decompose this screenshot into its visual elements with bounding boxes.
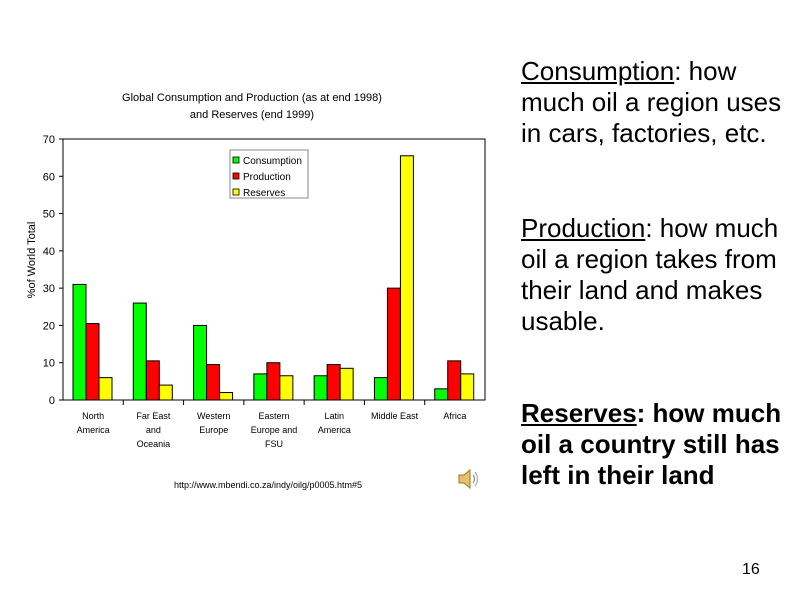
chart-title-line1: Global Consumption and Production (as at… xyxy=(122,92,382,104)
x-tick-label: Eastern xyxy=(258,411,289,421)
bar-production xyxy=(145,360,160,401)
x-tick-label: Middle East xyxy=(371,411,419,421)
reserves-note: Reserves: how much oil a country still h… xyxy=(521,398,786,491)
bar-reserves xyxy=(460,373,475,401)
bar-production xyxy=(266,362,281,401)
x-tick-label: Oceania xyxy=(137,439,171,449)
y-tick-label: 60 xyxy=(43,171,55,183)
y-tick-label: 70 xyxy=(43,134,55,146)
bar-consumption xyxy=(253,373,268,401)
legend-label: Consumption xyxy=(243,156,302,167)
x-tick-label: Latin xyxy=(325,411,345,421)
bar-production xyxy=(326,364,341,401)
y-tick-label: 0 xyxy=(49,395,55,407)
legend-label: Production xyxy=(243,172,291,183)
legend-swatch xyxy=(232,172,240,180)
bar-consumption xyxy=(193,324,208,401)
consumption-note: Consumption: how much oil a region uses … xyxy=(521,56,786,149)
x-tick-label: Africa xyxy=(443,411,466,421)
bar-reserves xyxy=(158,384,173,401)
legend-label: Reserves xyxy=(243,188,285,199)
bar-reserves xyxy=(219,392,234,401)
production-note: Production: how much oil a region takes … xyxy=(521,213,786,337)
x-tick-label: America xyxy=(318,425,351,435)
bar-production xyxy=(447,360,462,401)
speaker-icon[interactable] xyxy=(456,466,482,497)
bar-reserves xyxy=(339,367,354,401)
bar-consumption xyxy=(434,388,449,401)
bar-reserves xyxy=(98,377,113,401)
production-definition: : how much oil a region takes from their… xyxy=(521,213,779,336)
y-tick-label: 20 xyxy=(43,320,55,332)
y-tick-label: 30 xyxy=(43,283,55,295)
bar-consumption xyxy=(313,375,328,401)
bar-reserves xyxy=(399,155,414,401)
source-url[interactable]: http://www.mbendi.co.za/indy/oilg/p0005.… xyxy=(174,480,362,490)
bar-consumption xyxy=(72,283,87,401)
bar-consumption xyxy=(132,302,147,401)
production-term: Production xyxy=(521,213,646,243)
bar-production xyxy=(386,287,401,401)
x-tick-label: Europe and xyxy=(251,425,298,435)
y-tick-label: 50 xyxy=(43,209,55,221)
y-axis-label: %of World Total xyxy=(26,222,38,299)
x-tick-label: America xyxy=(77,425,110,435)
consumption-definition: : how much oil a region uses in cars, fa… xyxy=(521,56,782,148)
x-tick-label: Europe xyxy=(199,425,228,435)
consumption-term: Consumption xyxy=(521,56,675,86)
y-tick-label: 40 xyxy=(43,246,55,258)
chart-title-line2: and Reserves (end 1999) xyxy=(190,109,314,121)
x-tick-label: and xyxy=(146,425,161,435)
x-tick-label: North xyxy=(82,411,104,421)
reserves-term: Reserves xyxy=(521,398,637,428)
legend-swatch xyxy=(232,188,240,196)
bar-production xyxy=(206,364,221,401)
legend: Consumption Production Reserves xyxy=(229,149,309,199)
bar-reserves xyxy=(279,375,294,401)
x-tick-label: Far East xyxy=(136,411,171,421)
y-tick-label: 10 xyxy=(43,358,55,370)
legend-swatch xyxy=(232,156,240,164)
x-tick-label: Western xyxy=(197,411,230,421)
page-number: 16 xyxy=(742,561,760,578)
reserves-definition: : how much oil a country still has left … xyxy=(521,398,782,490)
legend-box xyxy=(229,149,309,199)
bar-consumption xyxy=(373,377,388,401)
bar-production xyxy=(85,323,100,401)
x-tick-label: FSU xyxy=(265,439,283,449)
